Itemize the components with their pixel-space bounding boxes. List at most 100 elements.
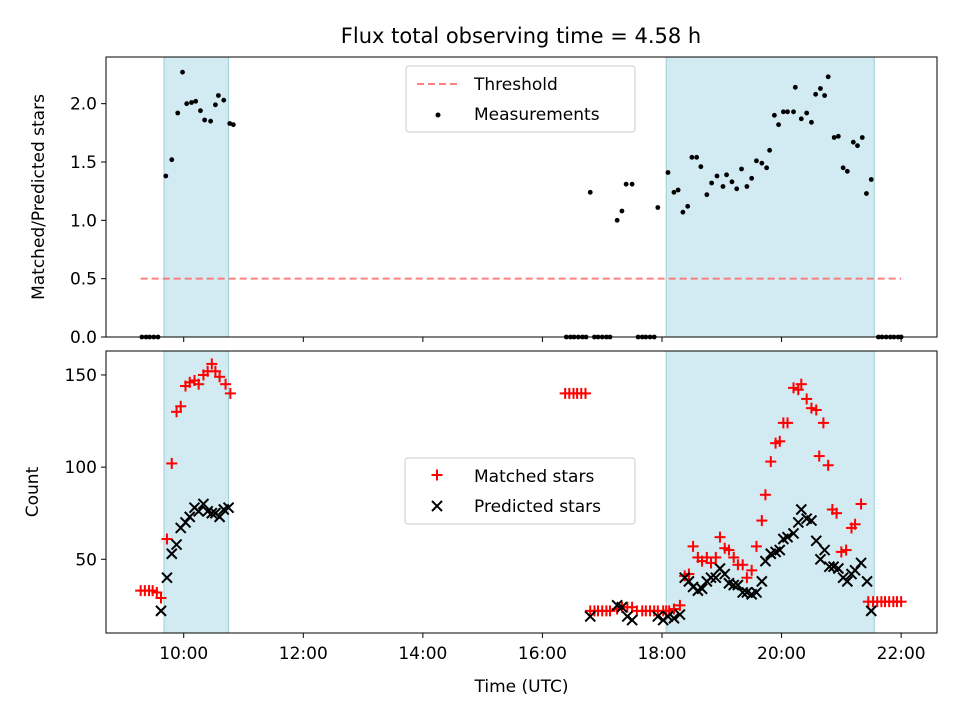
predicted-star-point xyxy=(736,586,749,599)
matched-star-point xyxy=(220,378,232,390)
x-tick-label: 20:00 xyxy=(757,644,806,664)
matched-star-point xyxy=(728,551,740,563)
matched-star-point xyxy=(741,572,753,584)
predicted-star-point xyxy=(732,579,744,591)
observing-window-2 xyxy=(665,350,875,634)
predicted-star-point xyxy=(183,511,196,523)
measurement-point xyxy=(785,109,790,115)
predicted-star-point xyxy=(710,571,722,584)
predicted-star-point xyxy=(814,553,827,565)
y-tick-label: 1.5 xyxy=(70,153,97,173)
legend-predicted-label: Predicted stars xyxy=(474,497,601,517)
matched-star-point xyxy=(822,459,834,471)
predicted-star-point xyxy=(841,575,854,588)
predicted-star-point xyxy=(805,514,818,527)
matched-star-point xyxy=(705,557,717,569)
matched-star-point xyxy=(895,596,907,608)
predicted-star-point xyxy=(728,579,740,591)
chart-title: Flux total observing time = 4.58 h xyxy=(341,24,701,48)
predicted-star-point xyxy=(818,544,831,556)
matched-star-point xyxy=(817,417,829,429)
count-y-axis-label: Count xyxy=(23,466,43,517)
ratio-plot-frame xyxy=(105,56,938,338)
observing-window-shades xyxy=(163,350,875,634)
matched-star-point xyxy=(579,387,591,399)
measurement-point xyxy=(864,191,869,196)
measurement-point xyxy=(193,98,199,104)
predicted-star-point xyxy=(155,605,167,617)
matched-star-point xyxy=(714,531,726,543)
measurement-point xyxy=(619,208,625,214)
measurement-point xyxy=(859,135,865,140)
observing-window-1 xyxy=(163,56,230,338)
matched-star-point xyxy=(206,358,218,370)
measurement-point xyxy=(709,180,715,186)
y-tick-label: 2.0 xyxy=(70,95,97,115)
matched-star-point xyxy=(209,365,221,377)
matched-star-point xyxy=(840,544,852,556)
predicted-star-point xyxy=(823,560,836,573)
measurement-point xyxy=(614,217,620,223)
legend-measurement-label: Measurements xyxy=(474,105,600,125)
matched-star-point xyxy=(155,592,167,604)
predicted-star-point xyxy=(792,516,805,529)
matched-star-point xyxy=(756,515,768,527)
measurement-point xyxy=(804,110,810,116)
predicted-star-point xyxy=(781,531,794,543)
measurement-point xyxy=(208,118,214,124)
matched-star-point xyxy=(831,507,843,519)
measurement-point xyxy=(729,179,735,185)
measurement-point xyxy=(198,108,203,114)
measurement-point xyxy=(764,165,770,171)
measurement-point xyxy=(840,165,846,171)
measurement-point xyxy=(825,74,831,80)
matched-star-point xyxy=(795,378,807,390)
count-legend: Matched stars Predicted stars xyxy=(404,457,636,525)
measurement-point xyxy=(694,154,700,160)
measurement-point xyxy=(831,135,837,140)
measurement-point xyxy=(655,205,661,210)
ratio-y-axis-label: Matched/Predicted stars xyxy=(29,94,49,300)
predicted-star-point xyxy=(668,612,680,624)
count-legend-box xyxy=(404,457,636,525)
matched-star-point xyxy=(151,586,163,598)
predicted-star-point xyxy=(197,498,210,510)
predicted-star-point xyxy=(795,503,807,516)
predicted-star-point xyxy=(696,583,708,595)
predicted-star-point xyxy=(865,605,877,617)
predicted-star-point xyxy=(705,571,717,584)
predicted-star-point xyxy=(626,614,638,626)
observing-window-1 xyxy=(163,350,230,634)
measurement-points xyxy=(139,69,904,340)
predicted-star-point xyxy=(213,511,226,523)
measurement-point xyxy=(818,86,823,91)
y-tick-label: 50 xyxy=(75,550,97,570)
matched-star-point xyxy=(805,402,817,414)
matched-star-point xyxy=(810,404,822,416)
measurement-point xyxy=(791,109,796,115)
predicted-star-point xyxy=(206,507,218,519)
measurement-point xyxy=(175,110,181,116)
measurement-point xyxy=(835,133,841,139)
measurement-point xyxy=(169,157,175,163)
measurement-point xyxy=(724,172,729,178)
measurement-point xyxy=(868,177,874,182)
predicted-star-point xyxy=(759,555,772,567)
measurement-point xyxy=(759,160,765,166)
y-tick-label: 100 xyxy=(65,458,97,478)
measurement-point xyxy=(685,203,691,209)
count-axis-ticks: 50 100 150 10:00 12:00 14:00 16:00 18:00 20:00 22… xyxy=(65,366,926,664)
matched-star-point xyxy=(175,400,187,412)
matched-star-point xyxy=(737,559,749,571)
measurement-point xyxy=(767,147,773,153)
ratio-legend: Threshold Measurements xyxy=(405,65,636,133)
measurement-point xyxy=(754,158,759,164)
matched-star-point xyxy=(782,417,794,429)
y-tick-label: 0.5 xyxy=(70,270,97,290)
matched-star-point xyxy=(214,371,226,383)
matched-star-point xyxy=(166,457,178,469)
count-points xyxy=(135,358,907,626)
x-tick-label: 12:00 xyxy=(279,644,328,664)
matched-star-point xyxy=(668,603,680,615)
matched-star-point xyxy=(792,384,804,396)
